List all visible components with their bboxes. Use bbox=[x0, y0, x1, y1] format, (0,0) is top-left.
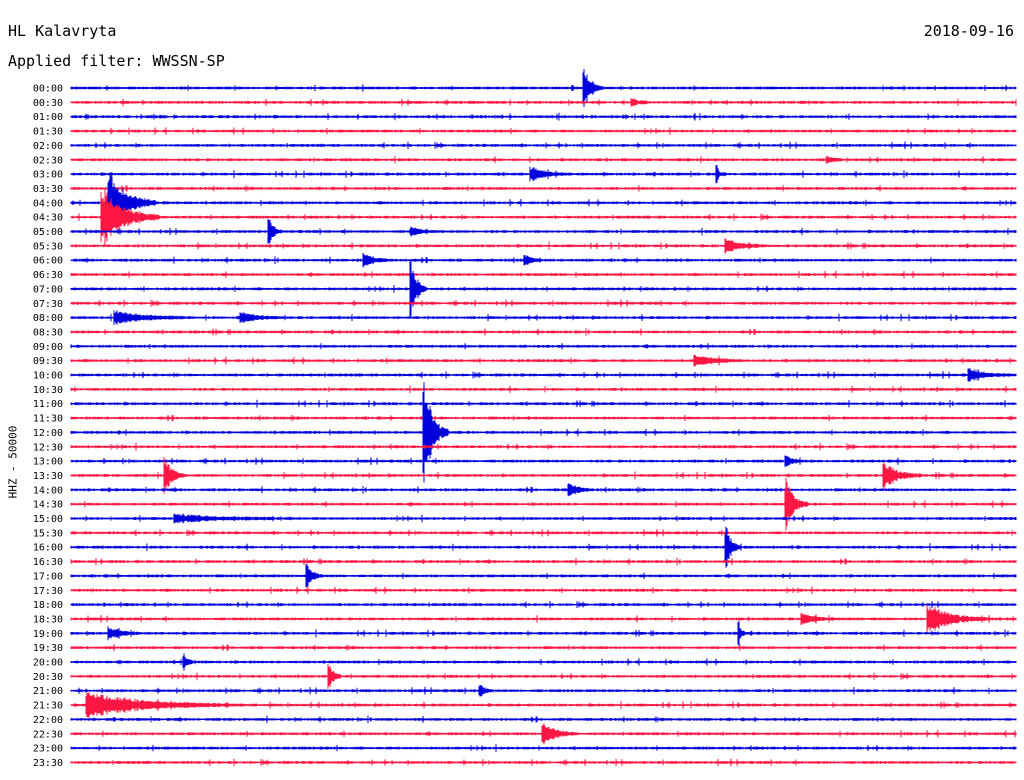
row-time-label: 17:30 bbox=[33, 586, 63, 597]
row-time-label: 01:00 bbox=[33, 112, 63, 123]
row-time-label: 16:00 bbox=[33, 543, 63, 554]
row-time-label: 12:00 bbox=[33, 428, 63, 439]
row-time-label: 20:30 bbox=[33, 672, 63, 683]
row-time-label: 06:30 bbox=[33, 270, 63, 281]
row-time-label: 15:30 bbox=[33, 528, 63, 539]
row-time-label: 05:00 bbox=[33, 227, 63, 238]
row-time-label: 09:00 bbox=[33, 342, 63, 353]
row-time-label: 03:00 bbox=[33, 170, 63, 181]
row-time-label: 15:00 bbox=[33, 514, 63, 525]
row-time-label: 22:30 bbox=[33, 729, 63, 740]
row-time-label: 06:00 bbox=[33, 256, 63, 267]
row-time-label: 07:30 bbox=[33, 299, 63, 310]
station-title: HL Kalavryta bbox=[8, 22, 117, 40]
row-time-label: 13:30 bbox=[33, 471, 63, 482]
row-time-label: 08:30 bbox=[33, 327, 63, 338]
row-time-label: 13:00 bbox=[33, 457, 63, 468]
row-time-label: 05:30 bbox=[33, 241, 63, 252]
row-time-label: 16:30 bbox=[33, 557, 63, 568]
row-time-label: 23:00 bbox=[33, 744, 63, 755]
row-time-label: 22:00 bbox=[33, 715, 63, 726]
row-time-label: 23:30 bbox=[33, 758, 63, 769]
row-time-label: 02:00 bbox=[33, 141, 63, 152]
row-time-label: 09:30 bbox=[33, 356, 63, 367]
row-time-label: 08:00 bbox=[33, 313, 63, 324]
filter-label: Applied filter: WWSSN-SP bbox=[8, 52, 225, 70]
row-time-label: 18:00 bbox=[33, 600, 63, 611]
row-time-label: 21:30 bbox=[33, 701, 63, 712]
row-time-label: 04:30 bbox=[33, 213, 63, 224]
row-time-label: 21:00 bbox=[33, 686, 63, 697]
date-label: 2018-09-16 bbox=[923, 22, 1014, 40]
row-time-label: 04:00 bbox=[33, 198, 63, 209]
row-time-label: 19:00 bbox=[33, 629, 63, 640]
row-time-label: 02:30 bbox=[33, 155, 63, 166]
row-time-label: 19:30 bbox=[33, 643, 63, 654]
row-time-label: 10:00 bbox=[33, 371, 63, 382]
row-time-label: 14:30 bbox=[33, 500, 63, 511]
row-time-label: 07:00 bbox=[33, 284, 63, 295]
row-time-label: 11:00 bbox=[33, 399, 63, 410]
row-time-label: 03:30 bbox=[33, 184, 63, 195]
row-time-label: 17:00 bbox=[33, 571, 63, 582]
row-time-label: 10:30 bbox=[33, 385, 63, 396]
row-time-label: 18:30 bbox=[33, 614, 63, 625]
row-time-label: 14:00 bbox=[33, 485, 63, 496]
row-time-label: 12:30 bbox=[33, 442, 63, 453]
row-time-label: 00:30 bbox=[33, 98, 63, 109]
row-time-label: 01:30 bbox=[33, 127, 63, 138]
row-time-label: 20:00 bbox=[33, 658, 63, 669]
row-time-label: 00:00 bbox=[33, 84, 63, 95]
row-time-label: 11:30 bbox=[33, 414, 63, 425]
